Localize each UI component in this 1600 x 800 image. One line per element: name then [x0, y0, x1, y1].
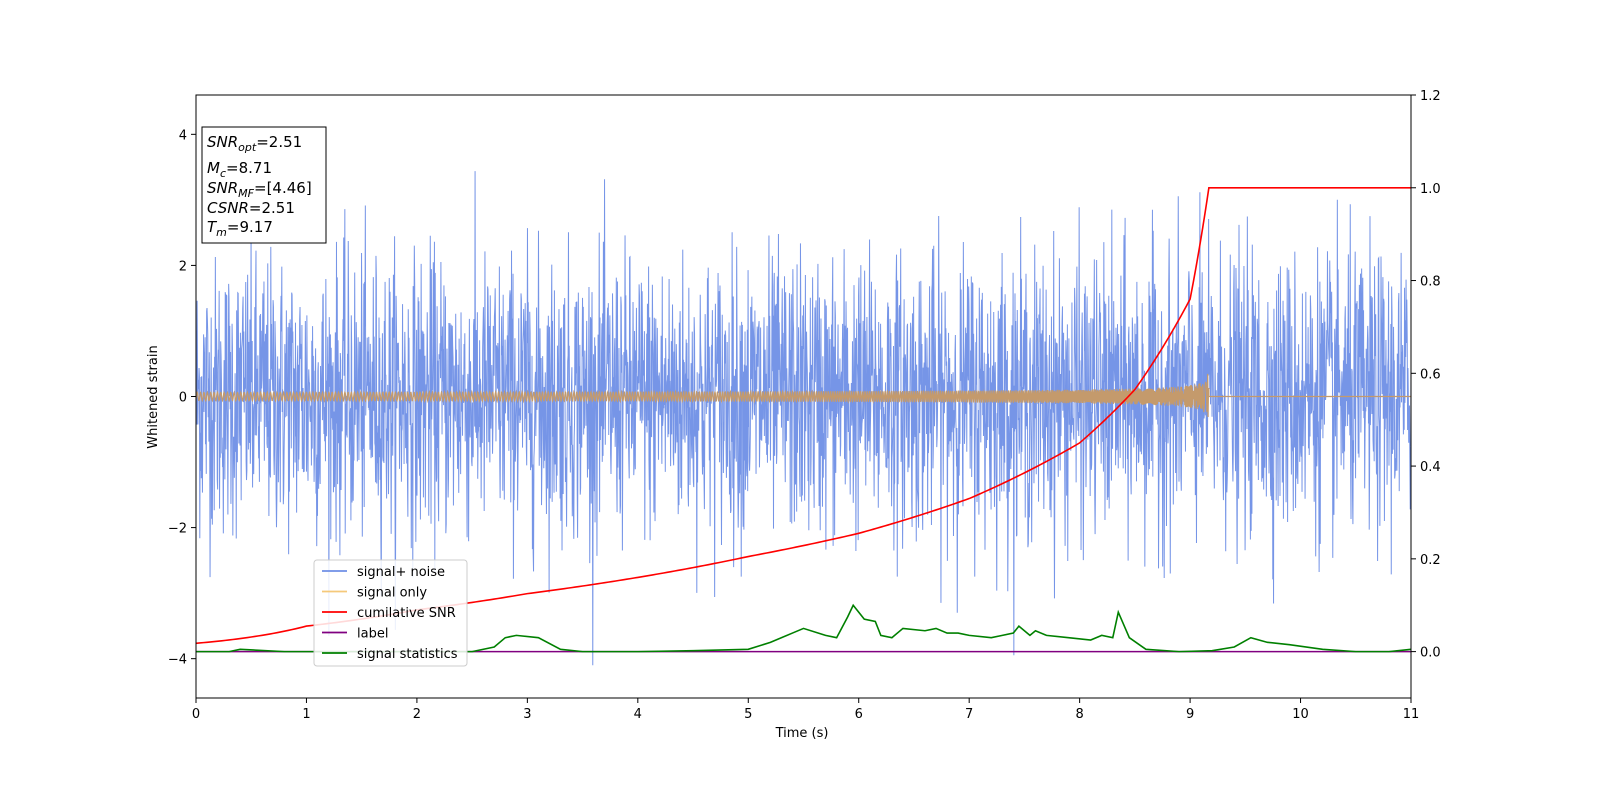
info-symbol: CSNR — [207, 199, 249, 217]
x-axis-ticks: 0 1 2 3 4 5 6 7 8 9 10 11 — [192, 698, 1419, 722]
info-box-line: Mc=8.71 — [207, 159, 272, 180]
y-left-tick-label: −2 — [168, 522, 187, 537]
x-tick-label: 2 — [413, 707, 421, 722]
info-box-frame — [201, 126, 327, 244]
x-tick-label: 3 — [523, 707, 531, 722]
x-tick-label: 4 — [634, 707, 642, 722]
x-tick-label: 0 — [192, 707, 200, 722]
legend-entry-label: label — [357, 627, 388, 642]
info-subscript: c — [220, 167, 226, 180]
info-symbol: T — [207, 218, 218, 236]
series-signal-only-line — [196, 373, 1411, 417]
x-axis-label: Time (s) — [775, 726, 829, 741]
info-box-line: SNRMF=[4.46] — [207, 179, 312, 200]
legend-entry-label: signal statistics — [357, 647, 458, 662]
y-right-tick-label: 0.0 — [1420, 646, 1441, 661]
info-value: =9.17 — [227, 218, 273, 236]
series-signal-statistics-line — [196, 603, 1411, 653]
legend-entry-label: cumilative SNR — [357, 606, 456, 621]
info-value: =[4.46] — [254, 179, 312, 197]
x-tick-label: 8 — [1075, 707, 1083, 722]
y-left-tick-label: −4 — [168, 653, 187, 668]
info-symbol: SNR — [207, 133, 238, 151]
y-left-axis-ticks: −4 −2 0 2 4 — [168, 128, 196, 668]
legend: signal+ noise signal only cumilative SNR la… — [313, 559, 468, 667]
y-right-tick-label: 1.0 — [1420, 182, 1441, 197]
legend-frame — [313, 559, 468, 667]
info-box-line: SNRopt=2.51 — [207, 133, 302, 154]
y-left-tick-label: 0 — [179, 391, 187, 406]
legend-entry-label: signal+ noise — [357, 565, 445, 580]
y-right-tick-label: 0.4 — [1420, 460, 1441, 475]
y-axis-label: Whitened strain — [146, 345, 161, 448]
y-right-tick-label: 0.8 — [1420, 275, 1441, 290]
x-tick-label: 11 — [1403, 707, 1420, 722]
info-box-line: CSNR=2.51 — [207, 199, 295, 217]
info-value: =2.51 — [249, 199, 295, 217]
x-tick-label: 1 — [302, 707, 310, 722]
legend-entry-label: signal only — [357, 586, 427, 601]
x-tick-label: 9 — [1186, 707, 1194, 722]
info-symbol: SNR — [207, 179, 238, 197]
series-signal-noise-line — [196, 171, 1411, 666]
x-tick-label: 7 — [965, 707, 973, 722]
y-right-tick-label: 1.2 — [1420, 89, 1441, 104]
x-tick-label: 10 — [1292, 707, 1309, 722]
y-right-tick-label: 0.2 — [1420, 553, 1441, 568]
info-subscript: MF — [238, 187, 254, 200]
x-tick-label: 6 — [855, 707, 863, 722]
y-right-axis-ticks: 0.0 0.2 0.4 0.6 0.8 1.0 1.2 — [1411, 89, 1441, 661]
y-left-tick-label: 2 — [179, 259, 187, 274]
y-left-tick-label: 4 — [179, 128, 187, 143]
info-box-line: Tm=9.17 — [207, 218, 273, 239]
info-symbol: M — [207, 159, 220, 177]
info-box: SNRopt=2.51Mc=8.71SNRMF=[4.46]CSNR=2.51T… — [201, 126, 327, 244]
info-value: =8.71 — [226, 159, 272, 177]
info-value: =2.51 — [256, 133, 302, 151]
info-subscript: opt — [238, 141, 257, 154]
x-tick-label: 5 — [744, 707, 752, 722]
y-right-tick-label: 0.6 — [1420, 367, 1441, 382]
info-subscript: m — [216, 226, 227, 239]
